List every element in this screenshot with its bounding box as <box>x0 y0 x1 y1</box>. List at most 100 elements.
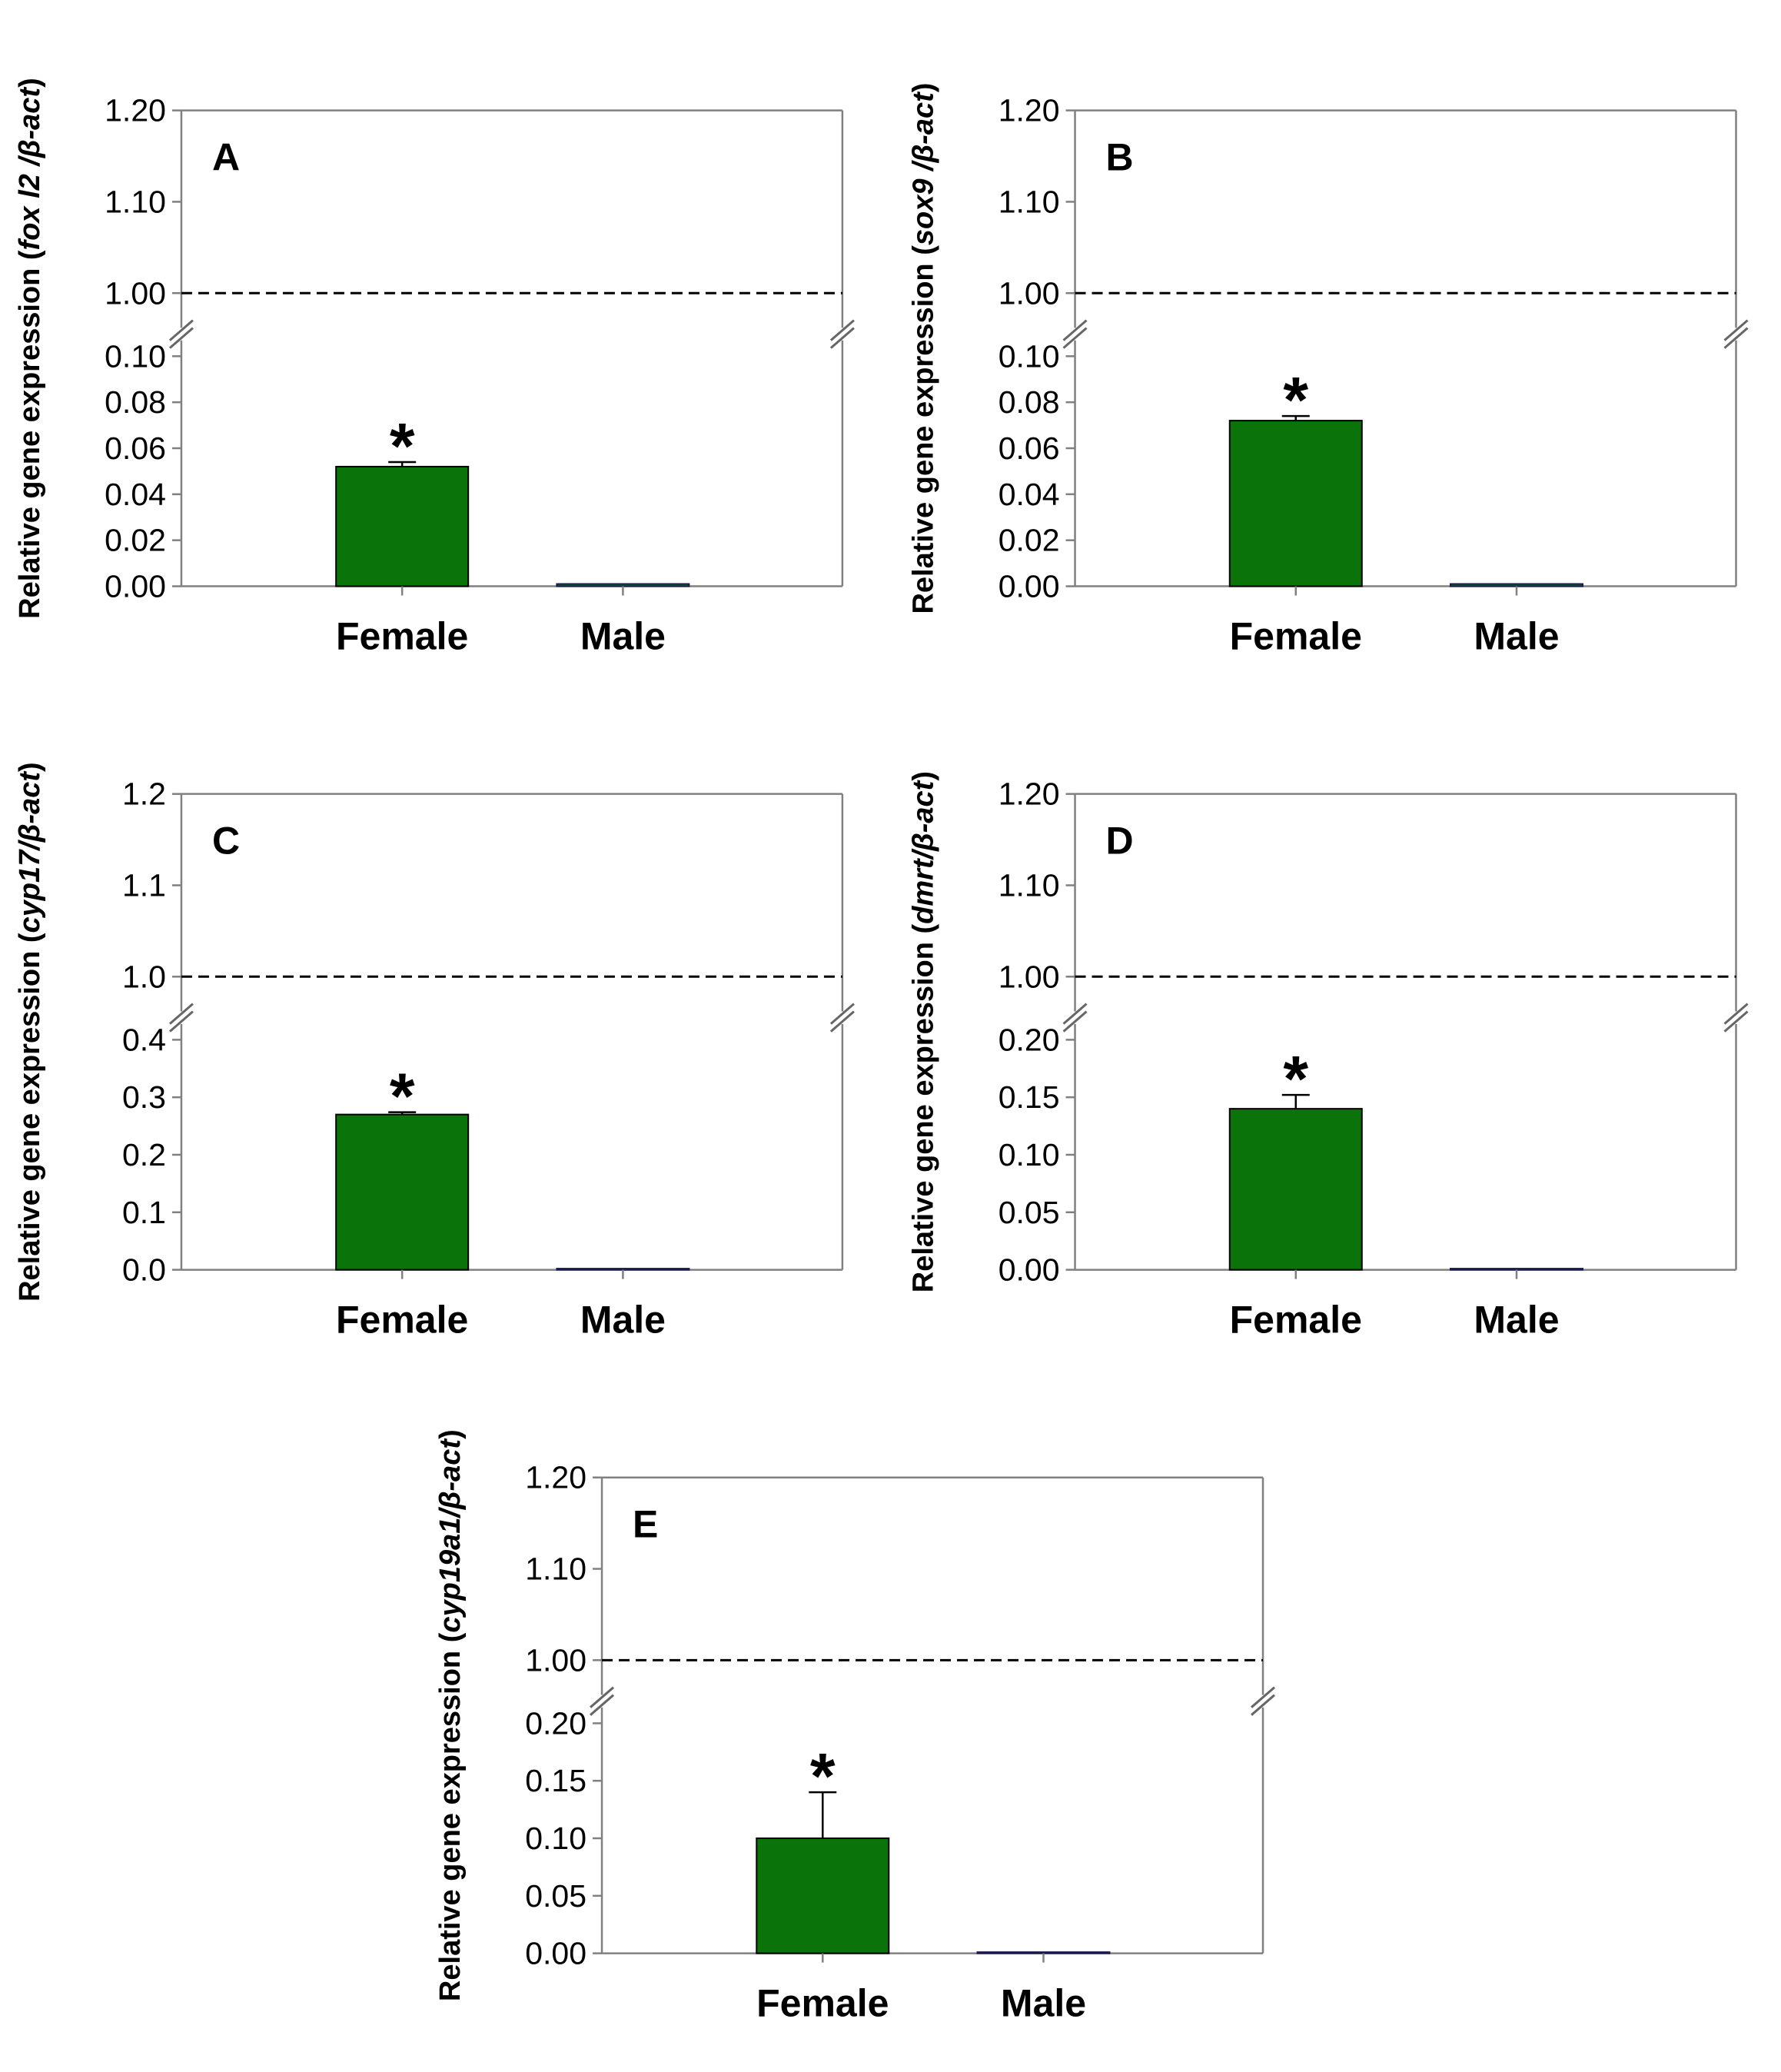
significance-marker: * <box>390 1060 415 1132</box>
axis-break-mark <box>1723 1010 1749 1033</box>
y-tick-label: 1.00 <box>998 959 1060 994</box>
significance-marker: * <box>1283 364 1308 436</box>
y-axis-label-prefix: Relative gene expression ( <box>908 245 940 614</box>
y-tick-label: 0.2 <box>122 1137 166 1172</box>
bar-male <box>1450 583 1583 587</box>
panel-e: 1.00 1.10 1.20 0.00 0.05 0.10 0.15 0.20 Female * M… <box>434 1429 1276 2025</box>
axis-break-mark <box>829 1010 855 1033</box>
y-tick-label: 0.3 <box>122 1079 166 1115</box>
y-tick-label: 0.10 <box>105 338 166 374</box>
significance-marker: * <box>1283 1043 1308 1115</box>
y-tick-label: 1.10 <box>998 184 1060 219</box>
bar-female <box>756 1838 890 1954</box>
y-tick-label: 0.20 <box>998 1022 1060 1057</box>
y-tick-label: 0.04 <box>998 477 1060 512</box>
y-tick-label: 0.1 <box>122 1195 166 1230</box>
x-tick-label: Female <box>336 615 468 658</box>
y-axis-label: Relative gene expression (sox9 /β-act) <box>908 83 940 614</box>
axis-break-mark <box>1723 1003 1749 1025</box>
y-axis-label: Relative gene expression (cyp17/β-act) <box>14 762 46 1302</box>
y-axis-label-suffix: ) <box>908 83 940 93</box>
y-axis-label-gene: cyp19a1/β-act <box>434 1438 467 1633</box>
y-tick-label: 0.20 <box>525 1705 586 1741</box>
bar-male <box>976 1951 1111 1954</box>
axis-break-mark <box>168 319 194 341</box>
panel-letter: D <box>1106 820 1134 863</box>
axis-break-mark <box>1251 1686 1276 1708</box>
axis-break-mark <box>1723 319 1749 341</box>
y-tick-label: 1.2 <box>122 777 166 812</box>
y-axis-label-gene: sox9 /β-act <box>908 91 940 245</box>
y-axis-label-prefix: Relative gene expression ( <box>14 250 46 619</box>
y-axis-label-suffix: ) <box>434 1429 467 1439</box>
axis-break-mark <box>590 1686 615 1708</box>
axis-break-mark <box>1062 319 1088 341</box>
y-axis-label-prefix: Relative gene expression ( <box>908 923 940 1292</box>
axis-break-mark <box>1062 1003 1088 1025</box>
y-tick-label: 1.20 <box>105 93 166 128</box>
y-tick-label: 0.00 <box>998 1252 1060 1288</box>
y-tick-label: 0.05 <box>525 1878 586 1914</box>
y-tick-label: 0.10 <box>998 1137 1060 1172</box>
axis-break-mark <box>1251 1694 1276 1716</box>
y-tick-label: 0.05 <box>998 1195 1060 1230</box>
y-tick-label: 0.08 <box>998 384 1060 420</box>
y-tick-label: 1.10 <box>998 867 1060 903</box>
bar-female <box>335 1113 470 1271</box>
panel-d: 1.00 1.10 1.20 0.00 0.05 0.10 0.15 0.20 Female * M… <box>908 771 1749 1342</box>
x-tick-label: Male <box>1474 1299 1559 1342</box>
panel-letter: C <box>212 820 240 863</box>
y-axis-label: Relative gene expression (cyp19a1/β-act) <box>434 1429 467 2001</box>
y-axis-label-suffix: ) <box>14 762 46 772</box>
y-tick-label: 0.00 <box>105 569 166 604</box>
y-tick-label: 1.00 <box>525 1642 586 1678</box>
axis-break-mark <box>168 1010 194 1033</box>
x-tick-label: Female <box>756 1982 889 2025</box>
y-tick-label: 1.00 <box>998 275 1060 311</box>
y-tick-label: 0.04 <box>105 477 166 512</box>
y-tick-label: 0.06 <box>105 431 166 466</box>
y-tick-label: 1.0 <box>122 959 166 994</box>
y-tick-label: 0.10 <box>525 1821 586 1856</box>
y-tick-label: 1.1 <box>122 867 166 903</box>
x-tick-label: Female <box>336 1299 468 1342</box>
x-tick-label: Female <box>1230 615 1362 658</box>
y-tick-label: 1.00 <box>105 275 166 311</box>
y-tick-label: 0.10 <box>998 338 1060 374</box>
axis-break-mark <box>1062 327 1088 349</box>
significance-marker: * <box>390 410 415 482</box>
x-tick-label: Male <box>580 615 666 658</box>
x-tick-label: Male <box>1001 1982 1086 2025</box>
axis-break-mark <box>829 327 855 349</box>
y-axis-label-gene: dmrt/β-act <box>908 780 940 924</box>
y-axis-label: Relative gene expression (dmrt/β-act) <box>908 771 940 1292</box>
x-tick-label: Male <box>1474 615 1559 658</box>
y-axis-label-prefix: Relative gene expression ( <box>14 933 46 1302</box>
y-tick-label: 0.02 <box>105 523 166 558</box>
bar-male <box>1450 1268 1583 1271</box>
bar-male <box>556 1268 690 1271</box>
y-tick-label: 0.4 <box>122 1022 166 1057</box>
y-tick-label: 0.00 <box>998 569 1060 604</box>
axis-break-mark <box>829 319 855 341</box>
panel-c: 1.0 1.1 1.2 0.0 0.1 0.2 0.3 0.4 Female * Male C Rela… <box>14 762 855 1342</box>
y-tick-label: 0.02 <box>998 523 1060 558</box>
y-axis-label-prefix: Relative gene expression ( <box>434 1632 467 2001</box>
significance-marker: * <box>810 1740 836 1812</box>
y-axis-label-gene: fox l2 /β-act <box>14 87 46 251</box>
axis-break-mark <box>1062 1010 1088 1033</box>
y-axis-label-suffix: ) <box>908 771 940 781</box>
y-tick-label: 0.08 <box>105 384 166 420</box>
axis-break-mark <box>168 327 194 349</box>
y-tick-label: 0.06 <box>998 431 1060 466</box>
bar-female <box>1228 420 1363 587</box>
y-tick-label: 0.15 <box>998 1079 1060 1115</box>
y-tick-label: 0.15 <box>525 1763 586 1798</box>
y-tick-label: 1.10 <box>105 184 166 219</box>
x-tick-label: Female <box>1230 1299 1362 1342</box>
axis-break-mark <box>829 1003 855 1025</box>
y-tick-label: 1.20 <box>525 1460 586 1495</box>
bar-male <box>556 583 690 587</box>
bar-female <box>335 465 470 587</box>
